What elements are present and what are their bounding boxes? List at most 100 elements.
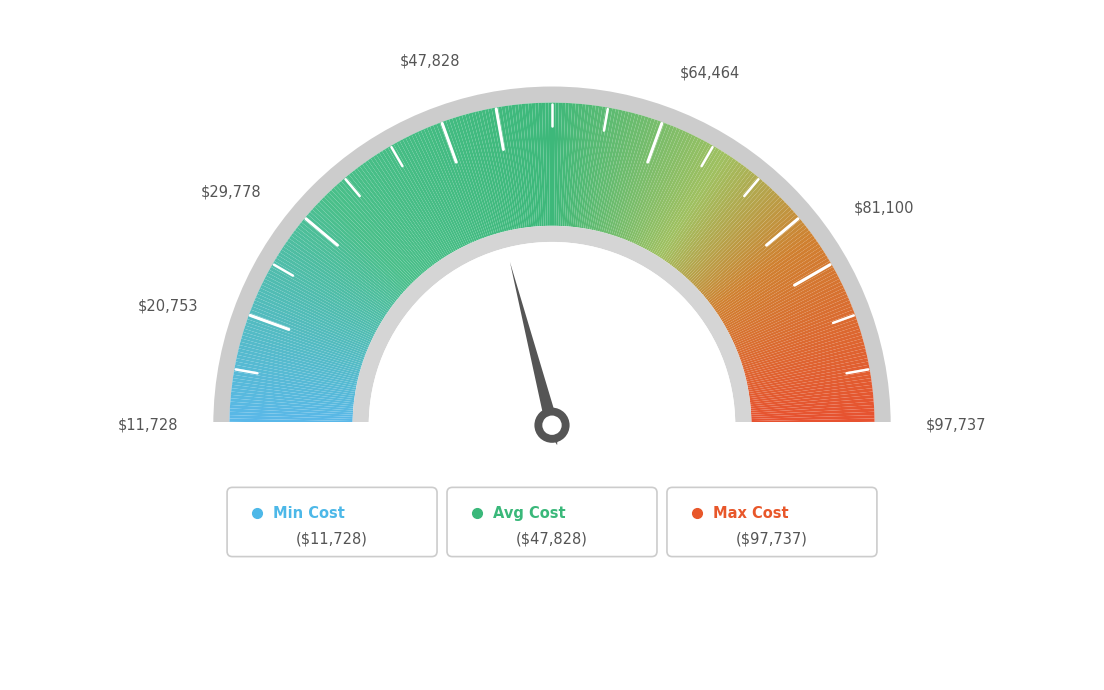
Wedge shape	[352, 226, 752, 425]
Wedge shape	[233, 371, 355, 394]
Wedge shape	[726, 270, 837, 331]
Wedge shape	[545, 103, 550, 226]
Wedge shape	[408, 135, 465, 246]
Wedge shape	[750, 388, 873, 404]
Wedge shape	[740, 316, 857, 359]
Wedge shape	[415, 132, 469, 245]
Wedge shape	[659, 153, 728, 258]
Wedge shape	[751, 408, 874, 417]
Wedge shape	[617, 121, 661, 237]
Wedge shape	[365, 160, 438, 263]
Wedge shape	[304, 217, 400, 298]
Wedge shape	[569, 104, 582, 227]
Wedge shape	[696, 202, 787, 288]
Wedge shape	[333, 186, 418, 279]
Wedge shape	[751, 405, 874, 415]
Wedge shape	[376, 153, 445, 258]
Wedge shape	[478, 110, 509, 231]
Wedge shape	[672, 168, 750, 268]
Wedge shape	[362, 162, 436, 264]
Wedge shape	[319, 199, 410, 287]
Wedge shape	[231, 388, 354, 404]
Wedge shape	[690, 193, 777, 283]
Wedge shape	[564, 104, 575, 226]
Wedge shape	[237, 351, 358, 382]
Wedge shape	[266, 273, 376, 333]
Wedge shape	[741, 322, 859, 364]
Wedge shape	[327, 193, 414, 283]
Wedge shape	[656, 149, 722, 256]
Wedge shape	[733, 291, 847, 344]
Wedge shape	[624, 124, 671, 240]
Wedge shape	[526, 104, 538, 226]
Wedge shape	[446, 119, 488, 237]
Wedge shape	[278, 253, 383, 320]
Wedge shape	[725, 267, 835, 329]
Wedge shape	[552, 103, 555, 226]
Text: $81,100: $81,100	[854, 200, 914, 215]
Wedge shape	[284, 244, 388, 315]
Wedge shape	[456, 117, 495, 235]
Wedge shape	[648, 143, 710, 251]
Wedge shape	[654, 148, 719, 255]
Wedge shape	[317, 202, 408, 288]
Wedge shape	[394, 143, 456, 251]
Wedge shape	[559, 103, 565, 226]
Wedge shape	[616, 119, 658, 237]
Wedge shape	[234, 365, 357, 390]
Wedge shape	[495, 107, 519, 229]
Wedge shape	[573, 104, 590, 227]
Wedge shape	[749, 371, 871, 394]
Circle shape	[542, 415, 562, 435]
Wedge shape	[736, 304, 852, 352]
Wedge shape	[746, 355, 868, 384]
Wedge shape	[583, 107, 606, 228]
Wedge shape	[233, 375, 355, 396]
Wedge shape	[722, 255, 828, 322]
Wedge shape	[498, 107, 521, 228]
Wedge shape	[427, 126, 477, 242]
Wedge shape	[604, 114, 639, 233]
Wedge shape	[424, 128, 475, 242]
Wedge shape	[713, 235, 815, 310]
Wedge shape	[511, 105, 529, 228]
Wedge shape	[449, 119, 490, 236]
Wedge shape	[651, 146, 716, 253]
Wedge shape	[751, 398, 873, 411]
Wedge shape	[751, 412, 874, 419]
Wedge shape	[739, 313, 856, 357]
Wedge shape	[433, 124, 480, 240]
Wedge shape	[295, 228, 394, 305]
Wedge shape	[625, 126, 673, 241]
Wedge shape	[238, 348, 359, 380]
Wedge shape	[231, 398, 353, 411]
Wedge shape	[360, 164, 435, 265]
Wedge shape	[724, 264, 834, 327]
Wedge shape	[668, 162, 742, 264]
Wedge shape	[285, 241, 389, 313]
Wedge shape	[369, 242, 735, 425]
Text: $11,728: $11,728	[118, 417, 178, 433]
Wedge shape	[640, 137, 699, 248]
Text: ($11,728): ($11,728)	[296, 531, 368, 546]
Wedge shape	[732, 285, 843, 340]
Wedge shape	[269, 267, 379, 329]
Text: $64,464: $64,464	[680, 65, 741, 80]
Wedge shape	[716, 244, 820, 315]
Wedge shape	[646, 141, 708, 250]
Wedge shape	[650, 144, 713, 253]
Wedge shape	[723, 258, 829, 324]
Wedge shape	[267, 270, 378, 331]
Wedge shape	[256, 294, 370, 346]
Wedge shape	[693, 197, 783, 286]
Wedge shape	[357, 166, 433, 266]
Wedge shape	[633, 130, 687, 244]
Wedge shape	[734, 294, 848, 346]
Wedge shape	[709, 225, 807, 303]
Wedge shape	[231, 391, 353, 406]
Wedge shape	[689, 190, 775, 282]
Wedge shape	[666, 160, 739, 263]
Wedge shape	[612, 117, 651, 235]
Wedge shape	[745, 348, 866, 380]
Wedge shape	[297, 225, 395, 303]
